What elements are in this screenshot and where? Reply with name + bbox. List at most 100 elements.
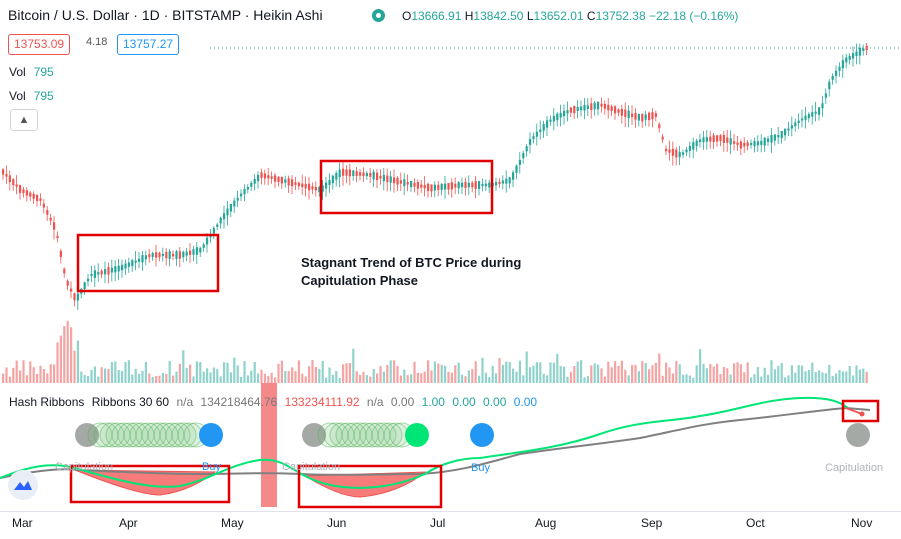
- candle-body: [420, 184, 423, 188]
- hash-ribbons-legend[interactable]: Hash Ribbons Ribbons 30 60 n/a 134218464…: [9, 395, 541, 409]
- volume-bar: [355, 371, 358, 383]
- volume-bar: [508, 362, 511, 383]
- volume-bar: [627, 375, 630, 383]
- volume-bar: [32, 367, 35, 383]
- candle-body: [753, 141, 756, 147]
- volume-legend[interactable]: Vol 795: [9, 89, 54, 103]
- candle-body: [348, 169, 351, 177]
- tradingview-logo-icon[interactable]: [8, 470, 38, 500]
- signal-label-capitulation: Capitulation: [825, 462, 883, 474]
- candle-body: [777, 134, 780, 138]
- candle-body: [644, 114, 647, 120]
- volume-bar: [206, 368, 209, 383]
- candle-body: [627, 110, 630, 119]
- candle-body: [603, 103, 606, 109]
- candle-body: [151, 253, 154, 257]
- candle-body: [117, 265, 120, 272]
- symbol-title[interactable]: Bitcoin / U.S. Dollar · 1D · BITSTAMP · …: [8, 7, 323, 23]
- candle-body: [311, 186, 314, 190]
- volume-bar: [76, 340, 79, 383]
- volume-bar: [342, 364, 345, 383]
- volume-bar: [304, 376, 307, 383]
- volume-bar: [36, 373, 39, 383]
- volume-bar: [838, 369, 841, 383]
- buy-price-button[interactable]: 13757.27: [117, 34, 180, 55]
- candle-body: [471, 182, 474, 188]
- volume-bar: [821, 372, 824, 383]
- volume-bar: [59, 335, 62, 383]
- volume-bar: [631, 365, 634, 383]
- volume-bar: [328, 367, 331, 383]
- spread-value: 4.18: [86, 36, 108, 48]
- candle-body: [535, 131, 538, 137]
- sell-price-button[interactable]: 13753.09: [8, 34, 71, 55]
- candle-body: [219, 217, 222, 224]
- signal-dot-active: [405, 423, 429, 447]
- volume-bar: [83, 375, 86, 383]
- indicator-value: 0.00: [513, 395, 538, 409]
- candle-body: [559, 112, 562, 118]
- signal-label-buy: Buy: [202, 461, 221, 473]
- volume-bar: [155, 376, 158, 383]
- candle-body: [699, 139, 702, 143]
- volume-legend[interactable]: Vol 795: [9, 65, 54, 79]
- candle-body: [212, 228, 215, 234]
- volume-bar: [501, 364, 504, 383]
- signal-dot: [347, 422, 373, 448]
- candle-body: [518, 159, 521, 165]
- candle-body: [495, 182, 498, 186]
- volume-bar: [801, 365, 804, 383]
- volume-bar: [53, 364, 56, 383]
- candle-body: [661, 136, 664, 140]
- volume-bar: [654, 362, 657, 383]
- volume-bar: [610, 367, 613, 383]
- volume-bar: [124, 362, 127, 383]
- volume-bar: [644, 363, 647, 383]
- candle-body: [199, 247, 202, 253]
- volume-bar: [100, 367, 103, 383]
- signal-dot: [323, 422, 349, 448]
- signal-dot: [87, 422, 113, 448]
- volume-bar: [807, 370, 810, 383]
- candle-body: [801, 118, 804, 121]
- candle-body: [90, 273, 93, 276]
- candle-body: [325, 182, 328, 189]
- volume-bar: [678, 364, 681, 383]
- chart-annotation: Stagnant Trend of BTC Price during Capit…: [301, 254, 521, 290]
- candle-body: [828, 81, 831, 90]
- candle-body: [416, 182, 419, 189]
- candle-body: [682, 152, 685, 155]
- candle-body: [546, 120, 549, 128]
- volume-bar: [97, 376, 100, 383]
- volume-bar: [372, 368, 375, 383]
- candle-body: [362, 172, 365, 177]
- candle-body: [586, 105, 589, 109]
- candle-body: [529, 139, 532, 145]
- candle-body: [549, 119, 552, 122]
- volume-bar: [39, 365, 42, 383]
- candle-body: [410, 180, 413, 188]
- candle-body: [229, 204, 232, 212]
- candle-body: [328, 179, 331, 185]
- candle-body: [824, 93, 827, 98]
- candle-body: [573, 105, 576, 114]
- month-label: Sep: [641, 516, 663, 530]
- collapse-legend-button[interactable]: ▲: [10, 109, 38, 131]
- highlight-box-ribbon-2: [297, 464, 443, 509]
- candle-body: [97, 272, 100, 275]
- candle-body: [195, 247, 198, 255]
- candle-body: [563, 110, 566, 117]
- time-axis[interactable]: [0, 511, 901, 539]
- candle-body: [624, 109, 627, 117]
- volume-bar: [127, 360, 130, 383]
- volume-bar: [19, 370, 22, 383]
- volume-bar: [712, 366, 715, 383]
- candle-body: [855, 51, 858, 57]
- volume-bar: [454, 365, 457, 383]
- candle-body: [658, 124, 661, 129]
- volume-bar: [240, 376, 243, 383]
- volume-bar: [195, 361, 198, 383]
- volume-bar: [56, 342, 59, 383]
- volume-bar: [716, 363, 719, 383]
